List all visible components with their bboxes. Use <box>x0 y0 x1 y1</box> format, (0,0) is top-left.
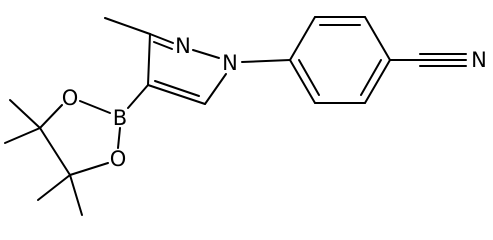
structure: N N B O O N <box>4 16 487 216</box>
atom-label: N <box>175 34 191 58</box>
atom-label: O <box>110 147 127 171</box>
atom-label: O <box>62 86 79 110</box>
bonds <box>4 16 467 216</box>
atom-label: B <box>113 106 127 130</box>
atom-label: N <box>222 51 238 75</box>
atom-label: N <box>471 48 487 72</box>
